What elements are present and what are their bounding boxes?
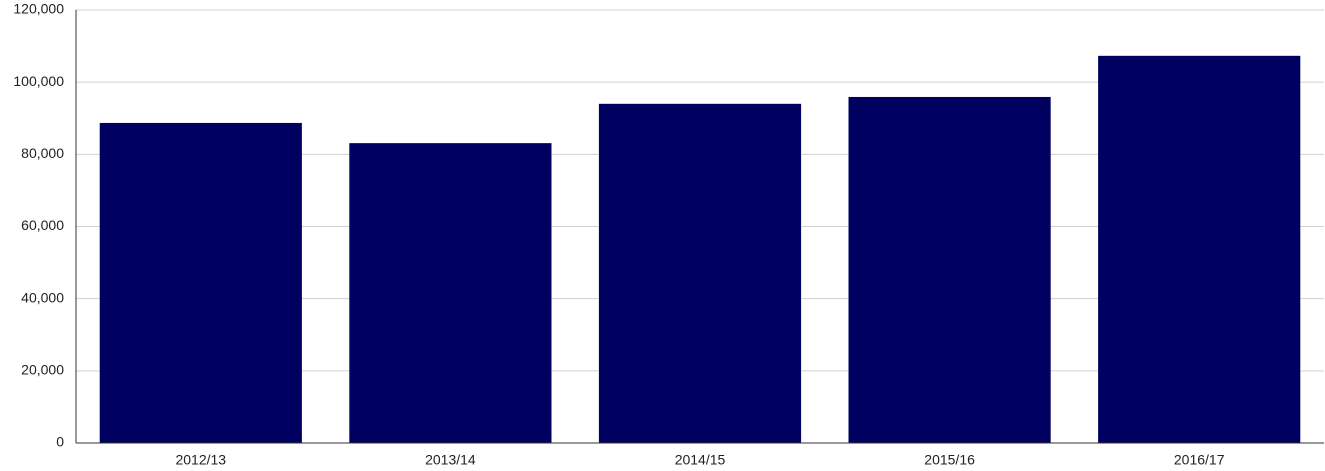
y-tick-label: 120,000 <box>13 1 64 17</box>
y-tick-label: 20,000 <box>21 362 64 378</box>
x-tick-label: 2014/15 <box>675 452 726 468</box>
x-tick-label: 2015/16 <box>924 452 975 468</box>
y-tick-label: 80,000 <box>21 145 64 161</box>
x-tick-label: 2013/14 <box>425 452 476 468</box>
x-tick-label: 2016/17 <box>1174 452 1225 468</box>
y-tick-label: 60,000 <box>21 217 64 233</box>
y-tick-label: 40,000 <box>21 289 64 305</box>
x-tick-label: 2012/13 <box>175 452 226 468</box>
bar <box>848 96 1051 444</box>
bar <box>99 122 302 444</box>
bar <box>349 143 552 443</box>
y-tick-label: 0 <box>56 434 64 450</box>
bar <box>1098 55 1301 443</box>
y-tick-label: 100,000 <box>13 73 64 89</box>
bar <box>598 103 802 444</box>
